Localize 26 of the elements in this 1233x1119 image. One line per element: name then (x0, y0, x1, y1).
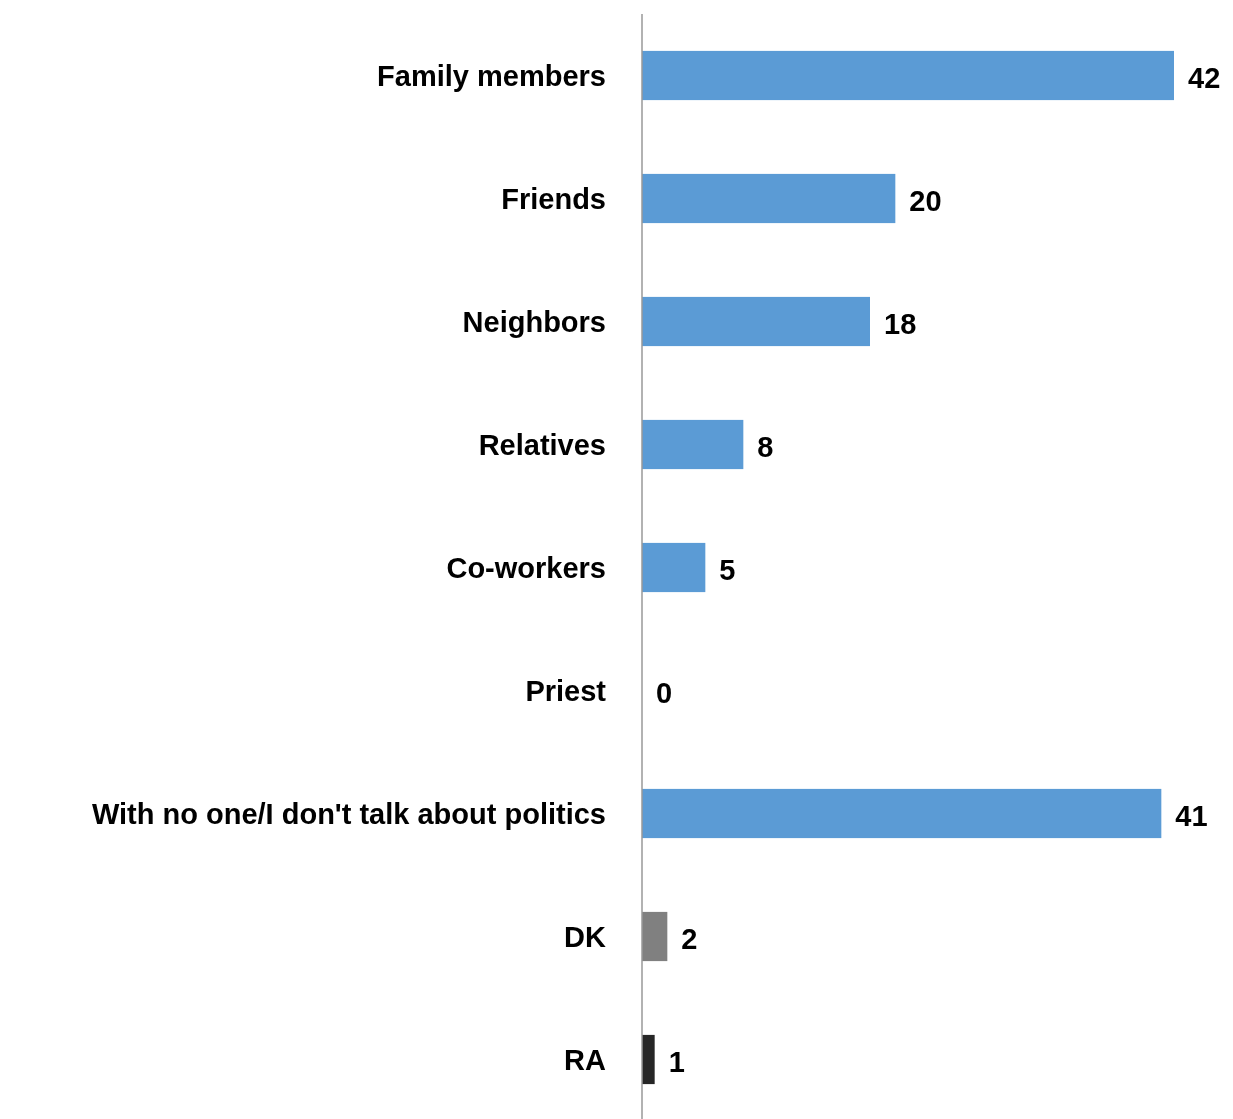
bar (642, 542, 706, 593)
data-label: 18 (884, 307, 917, 340)
data-label: 0 (656, 676, 673, 709)
y-tick-label: Friends (501, 182, 606, 215)
y-tick-label: Family members (377, 59, 606, 92)
y-tick-label: With no one/I don't talk about politics (91, 797, 606, 830)
bar (642, 1034, 655, 1085)
data-label: 42 (1188, 61, 1221, 94)
data-label: 2 (681, 922, 698, 955)
bar (642, 788, 1162, 839)
data-label: 20 (909, 184, 942, 217)
y-tick-label: DK (564, 920, 607, 953)
bar (642, 50, 1174, 101)
bar (642, 173, 896, 224)
y-tick-label: Priest (525, 674, 607, 707)
data-label: 8 (757, 430, 774, 463)
bar (642, 911, 668, 962)
data-label: 1 (668, 1045, 685, 1078)
y-tick-label: Co-workers (446, 551, 606, 584)
y-tick-label: Neighbors (462, 305, 606, 338)
data-label: 41 (1175, 799, 1208, 832)
bar (642, 419, 744, 470)
data-label: 5 (719, 553, 736, 586)
y-tick-label: Relatives (478, 428, 606, 461)
y-tick-label: RA (564, 1043, 607, 1076)
bar (642, 296, 870, 347)
